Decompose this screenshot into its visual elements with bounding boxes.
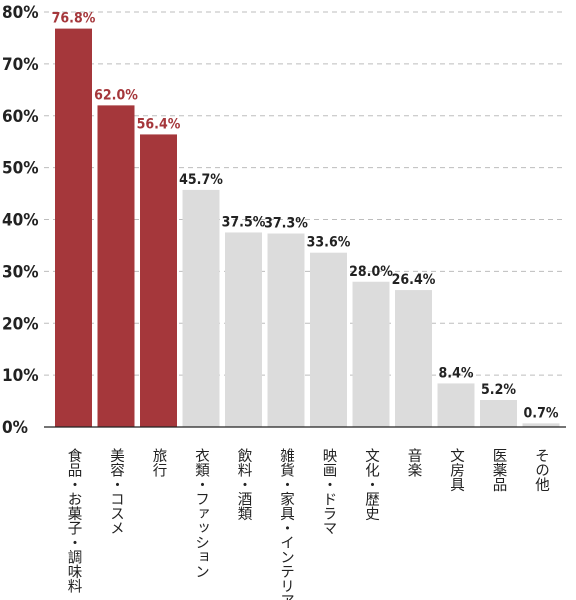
- value-label: 26.4%: [392, 272, 436, 288]
- category-label: 音楽: [406, 448, 422, 478]
- value-label: 45.7%: [179, 172, 223, 188]
- category-label: 飲料・酒類: [236, 448, 252, 521]
- bar: [225, 232, 262, 427]
- category-label: 医薬品: [491, 448, 507, 492]
- bar: [310, 252, 347, 427]
- bar: [395, 290, 432, 427]
- category-label: 衣類・ファッション: [193, 448, 209, 579]
- x-axis: 食品・お菓子・調味料 美容・コスメ 旅行 衣類・ファッション 飲料・酒類 雑貨・家具・イン…: [66, 448, 550, 600]
- value-label: 56.4%: [137, 116, 181, 132]
- y-axis: 0% 10% 20% 30% 40% 50% 60% 70% 80%: [2, 3, 39, 438]
- value-label: 28.0%: [349, 264, 393, 280]
- value-label: 5.2%: [481, 382, 516, 398]
- bar: [352, 281, 390, 427]
- category-label: 文化・歴史: [363, 448, 379, 522]
- grid-lines: [44, 11, 566, 376]
- bar: [437, 383, 475, 427]
- y-tick-label: 80%: [2, 3, 39, 23]
- bar: [522, 423, 560, 427]
- category-label: 美容・コスメ: [108, 448, 124, 535]
- value-label: 8.4%: [439, 365, 474, 381]
- value-label: 62.0%: [94, 87, 138, 103]
- category-label: その他: [533, 448, 549, 493]
- bar: [97, 105, 135, 427]
- y-tick-label: 30%: [2, 262, 39, 282]
- bar: [182, 189, 220, 427]
- y-tick-label: 70%: [2, 55, 39, 75]
- category-label: 文房具: [448, 448, 464, 492]
- value-label: 37.3%: [264, 216, 308, 232]
- category-label: 食品・お菓子・調味料: [66, 448, 82, 594]
- bar: [480, 400, 517, 427]
- y-tick-label: 40%: [2, 211, 39, 231]
- value-label: 37.5%: [222, 214, 266, 230]
- value-label: 33.6%: [307, 235, 351, 251]
- category-label: 雑貨・家具・インテリア: [278, 448, 294, 600]
- category-label: 映画・ドラマ: [321, 448, 337, 536]
- y-tick-label: 20%: [2, 314, 39, 334]
- value-label: 0.7%: [524, 405, 559, 421]
- y-tick-label: 10%: [2, 366, 39, 386]
- category-label: 旅行: [151, 448, 167, 479]
- bar: [140, 134, 177, 428]
- y-tick-label: 0%: [2, 418, 28, 438]
- y-tick-label: 50%: [2, 159, 39, 179]
- y-tick-label: 60%: [2, 107, 39, 127]
- bars: [55, 28, 560, 428]
- value-label: 76.8%: [52, 11, 96, 27]
- bar: [267, 233, 305, 427]
- value-labels: 76.8% 62.0% 56.4% 45.7% 37.5%37.3% 33.6% 28.0%…: [52, 11, 559, 422]
- bar: [55, 28, 92, 427]
